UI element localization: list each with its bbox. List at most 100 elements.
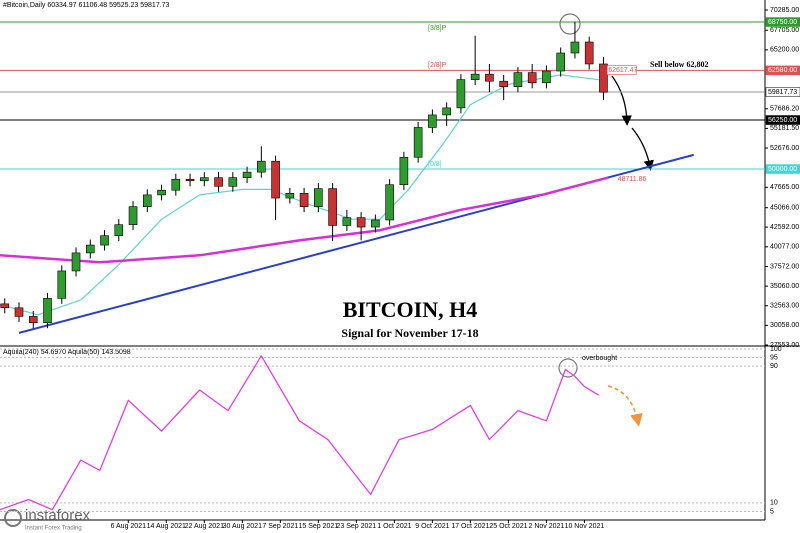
y-tick-label: 32563.00 xyxy=(770,303,799,310)
candle-body xyxy=(157,189,166,196)
y-tick-label: 57686.20 xyxy=(770,106,799,113)
y-tick-label: 42592.00 xyxy=(770,224,799,231)
forecast-arrow xyxy=(631,127,654,171)
candle-body xyxy=(570,41,580,54)
candle-body xyxy=(128,206,138,225)
level-label-box xyxy=(765,17,800,27)
x-tick-label: 1 Oct 2021 xyxy=(377,523,411,530)
forecast-arrow xyxy=(607,385,643,427)
candle-body xyxy=(556,52,565,72)
x-tick-label: 10 Nov 2021 xyxy=(565,523,605,530)
indicator-tick-label: 10 xyxy=(770,500,778,507)
brand: instaforex xyxy=(25,507,91,524)
candle-body xyxy=(356,217,366,228)
candle-body xyxy=(599,63,608,93)
candle-body xyxy=(499,80,508,88)
y-tick-label: 70285.00 xyxy=(770,7,799,14)
y-tick-label: 55181.50 xyxy=(770,125,799,132)
candle-body xyxy=(527,72,537,84)
candle-body xyxy=(0,303,10,309)
candle-body xyxy=(314,188,323,207)
level-label-box xyxy=(765,115,800,125)
level-name: [0/8] xyxy=(428,161,442,168)
candle-body xyxy=(428,114,437,128)
x-tick-label: 6 Aug 2021 xyxy=(111,523,147,530)
level-label-box xyxy=(765,87,800,97)
indicator-tick-label: 5 xyxy=(770,508,774,515)
level-label: 56250.00 xyxy=(768,117,797,124)
indicator-line xyxy=(0,355,600,511)
candle-body xyxy=(328,188,337,226)
candle-body xyxy=(285,193,295,199)
candle-body xyxy=(371,219,380,228)
candle-body xyxy=(171,178,181,191)
candle-body xyxy=(399,156,409,186)
y-tick-label: 40077.00 xyxy=(770,244,799,251)
candle-body xyxy=(385,184,394,221)
level-label: 62580.00 xyxy=(768,67,797,74)
chart-subtitle: Signal for November 17-18 xyxy=(341,326,478,340)
forecast-arrow xyxy=(611,75,632,126)
y-tick-label: 27553.00 xyxy=(770,342,799,349)
candle-body xyxy=(271,160,280,199)
highlight-circle xyxy=(559,13,581,35)
indicator-tick-label: 95 xyxy=(770,354,778,361)
candle-body xyxy=(257,160,266,173)
candle-body xyxy=(71,252,81,272)
indicator-annotation: overbought xyxy=(582,355,617,362)
candle-body xyxy=(114,224,124,236)
level-label-box xyxy=(765,164,800,174)
candle-body xyxy=(413,127,423,158)
price-tag: 62617.47 xyxy=(608,67,637,74)
level-label: 68750.00 xyxy=(768,19,797,26)
candle-body xyxy=(470,73,480,80)
x-tick-label: 15 Sep 2021 xyxy=(299,523,339,530)
candle-body xyxy=(228,177,238,187)
y-tick-label: 65200.00 xyxy=(770,47,799,54)
y-tick-label: 37572.00 xyxy=(770,263,799,270)
price-tag: 48711.86 xyxy=(618,176,647,183)
x-tick-label: 30 Aug 2021 xyxy=(223,523,262,530)
x-tick-label: 14 Aug 2021 xyxy=(147,523,186,530)
candle-body xyxy=(185,178,195,182)
chart-header: #Bitcoin,Daily 60334.97 61106.48 59525.2… xyxy=(3,2,170,9)
candle-body xyxy=(584,41,594,65)
y-tick-label: 30058.00 xyxy=(770,322,799,329)
candle-body xyxy=(142,194,152,207)
logo-icon xyxy=(4,509,22,527)
level-label: 59817.73 xyxy=(768,89,797,96)
indicator-tick-label: 100 xyxy=(770,346,782,353)
y-tick-label: 45066.00 xyxy=(770,205,799,212)
y-tick-label: 67705.00 xyxy=(770,27,799,34)
level-label-box xyxy=(765,65,800,76)
x-tick-label: 22 Aug 2021 xyxy=(185,523,224,530)
x-tick-label: 2 Nov 2021 xyxy=(529,523,565,530)
highlight-circle xyxy=(558,358,578,378)
level-label: 50000.00 xyxy=(768,166,797,173)
indicator-tick-label: 90 xyxy=(770,363,778,370)
level-name: [3/8]P xyxy=(428,25,447,32)
x-tick-label: 25 Oct 2021 xyxy=(489,523,527,530)
candle-body xyxy=(513,72,523,88)
candle-body xyxy=(542,70,551,84)
y-tick-label: 35060.00 xyxy=(770,283,799,290)
brand-tagline: Instant Forex Trading xyxy=(25,526,82,532)
level-name: [2/8]P xyxy=(428,62,447,69)
candle-body xyxy=(43,298,52,323)
candle-body xyxy=(57,270,67,299)
signal-text: Sell below 62,802 xyxy=(650,60,708,69)
candle-body xyxy=(442,107,451,116)
candle-body xyxy=(200,177,209,182)
candle-body xyxy=(485,73,494,82)
y-tick-label: 52676.00 xyxy=(770,145,799,152)
moving-average xyxy=(0,74,599,316)
candle-body xyxy=(28,316,38,323)
moving-average xyxy=(0,176,609,264)
candle-body xyxy=(85,244,95,254)
price-tag-box xyxy=(606,65,637,75)
x-tick-label: 7 Sep 2021 xyxy=(262,523,298,530)
x-tick-label: 23 Sep 2021 xyxy=(337,523,377,530)
y-tick-label: 47665.00 xyxy=(770,184,799,191)
